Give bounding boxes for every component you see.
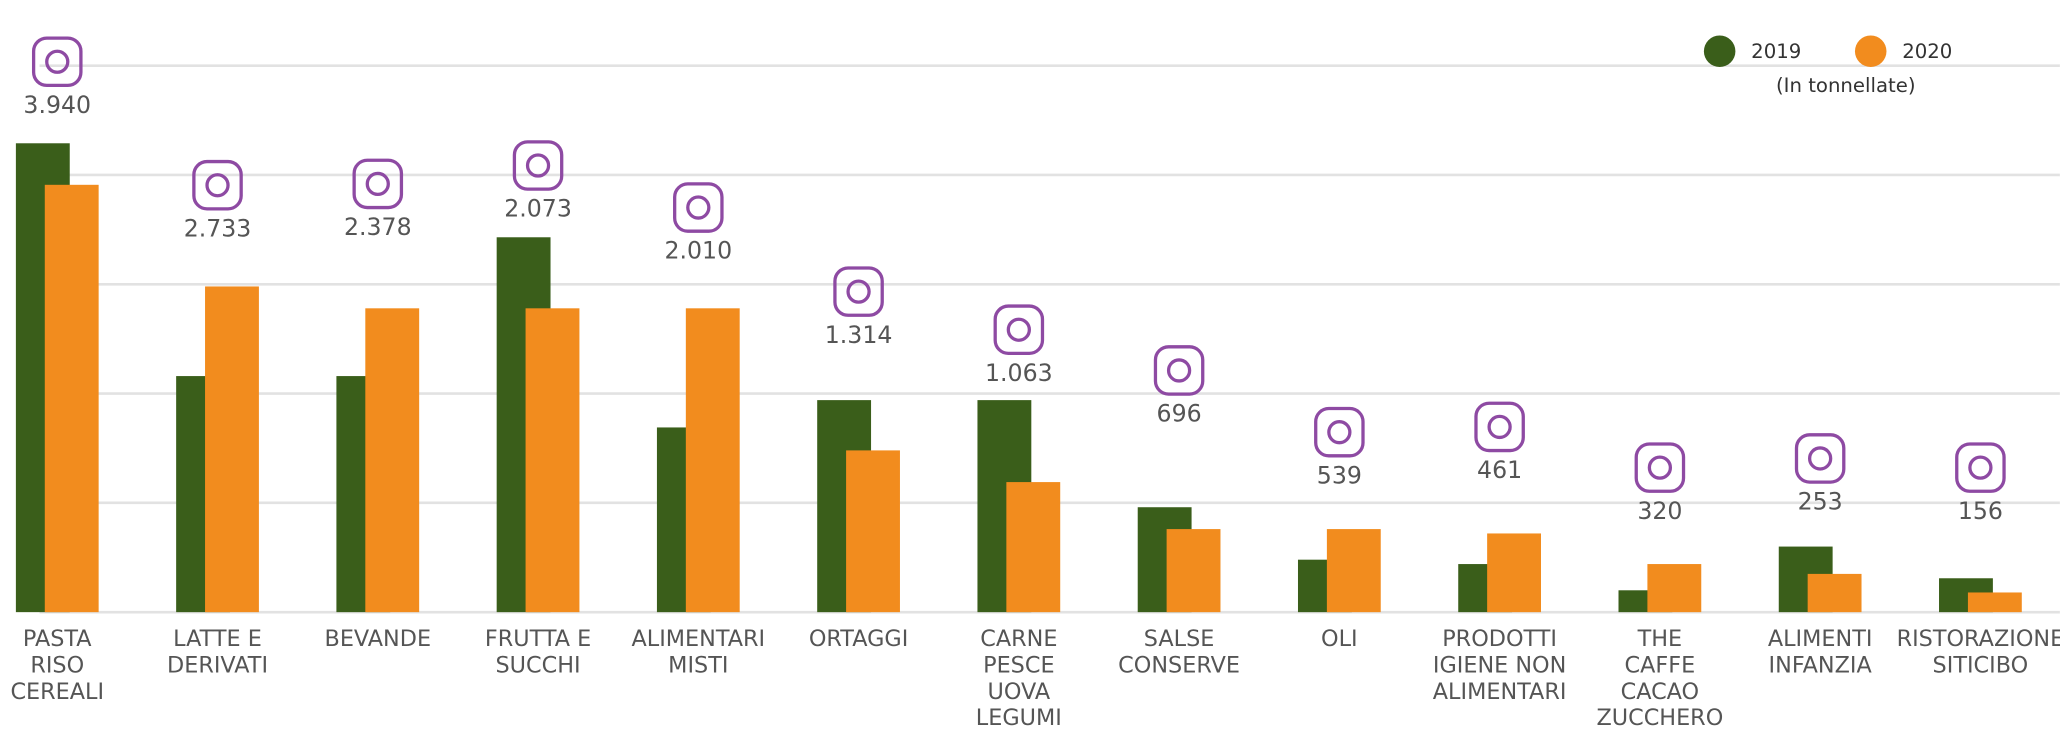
icons (31, 36, 2006, 493)
category-icon (1955, 442, 2006, 493)
annotation: 2.378 (344, 213, 412, 241)
annotation: 2.010 (664, 237, 732, 265)
x-tick-label: THE (1637, 626, 1683, 652)
category-icon (352, 158, 404, 210)
bar (44, 184, 99, 613)
x-tick-label: DERIVATI (167, 653, 268, 679)
category-icon-detail (1166, 358, 1192, 383)
x-tick-label: INFANZIA (1769, 653, 1873, 679)
bars (15, 143, 2022, 613)
annotation: 2.073 (504, 195, 572, 223)
x-tick-label: PESCE (983, 653, 1054, 679)
bar (685, 308, 740, 613)
x-tick-label: LEGUMI (976, 705, 1062, 731)
annotation: 539 (1317, 461, 1362, 489)
x-tick-label: ALIMENTARI (1433, 679, 1567, 705)
x-tick-label: ORTAGGI (809, 626, 908, 652)
x-tick-label: CAFFE (1625, 653, 1696, 679)
category-icon (512, 140, 564, 191)
legend-swatch (1703, 35, 1736, 67)
annotation: 1.314 (825, 321, 893, 349)
bar (846, 450, 900, 613)
category-icon-detail (1968, 455, 1993, 480)
x-tick-label: SALSE (1144, 626, 1215, 652)
x-tick-label: CACAO (1621, 679, 1700, 705)
x-tick-label: ALIMENTARI (631, 626, 765, 652)
category-icon (1314, 406, 1365, 458)
category-icon-detail (686, 195, 711, 220)
category-icon (1153, 345, 1205, 396)
x-tick-label: MISTI (668, 653, 728, 679)
bar (525, 308, 580, 613)
annotation: 2.733 (184, 214, 252, 242)
bar (365, 308, 420, 613)
category-icon-detail (1487, 414, 1512, 440)
x-tick-label: IGIENE NON (1433, 653, 1566, 679)
category-icon (833, 266, 884, 317)
bar (1326, 529, 1381, 613)
legend: 2019 2020 (In tonnellate) (1703, 35, 1952, 97)
annotation: 156 (1958, 497, 2003, 525)
x-tick-label: PRODOTTI (1442, 626, 1557, 652)
category-icon-detail (1807, 446, 1833, 471)
category-icon (993, 304, 1045, 356)
annotation: 320 (1637, 497, 1682, 525)
x-tick-label: CARNE (980, 626, 1057, 652)
annotation: 1.063 (985, 359, 1053, 387)
category-icon (1794, 433, 1846, 484)
legend-swatch (1854, 35, 1887, 67)
category-icon-detail (846, 279, 871, 304)
category-icon (673, 182, 724, 233)
category-icon-detail (525, 153, 551, 178)
x-tick-label: ALIMENTI (1768, 626, 1873, 652)
x-tick-label: SUCCHI (496, 653, 581, 679)
legend-label: 2020 (1902, 40, 1952, 63)
x-tick-label: SITICIBO (1933, 653, 2029, 679)
x-tick-label: RISO (30, 653, 84, 679)
x-tick-label: ZUCCHERO (1596, 705, 1723, 731)
category-icon (192, 159, 243, 211)
x-tick-label: BEVANDE (325, 626, 432, 652)
category-icon-detail (45, 49, 70, 74)
category-icon-detail (205, 173, 230, 198)
category-icon-detail (1327, 420, 1352, 445)
x-tick-label: OLI (1321, 626, 1358, 652)
unit-note: (In tonnellate) (1776, 74, 1916, 97)
category-icon-detail (1006, 317, 1031, 342)
x-tick-label: RISTORAZIONE (1897, 626, 2060, 652)
category-icon (1474, 401, 1525, 453)
category-icon (1634, 442, 1686, 493)
annotation: 461 (1477, 456, 1522, 484)
legend-label: 2019 (1751, 40, 1801, 63)
bar (1807, 573, 1862, 613)
annotation: 696 (1157, 400, 1202, 428)
x-tick-label: CEREALI (10, 679, 104, 705)
annotation: 253 (1798, 488, 1843, 516)
category-icon-detail (365, 171, 390, 197)
annotation: 3.940 (23, 91, 91, 119)
category-icon-detail (1647, 455, 1673, 480)
bar (1967, 592, 2022, 613)
category-icon (31, 36, 83, 88)
x-tick-label: LATTE E (173, 626, 262, 652)
bar (1006, 482, 1061, 613)
bar (1166, 529, 1221, 613)
x-tick-label: UOVA (988, 679, 1051, 705)
x-tick-label: CONSERVE (1118, 653, 1240, 679)
bar (1647, 564, 1702, 613)
bar (1487, 533, 1541, 613)
x-tick-label: PASTA (23, 626, 92, 652)
bar (205, 286, 259, 613)
x-tick-label: FRUTTA E (485, 626, 591, 652)
